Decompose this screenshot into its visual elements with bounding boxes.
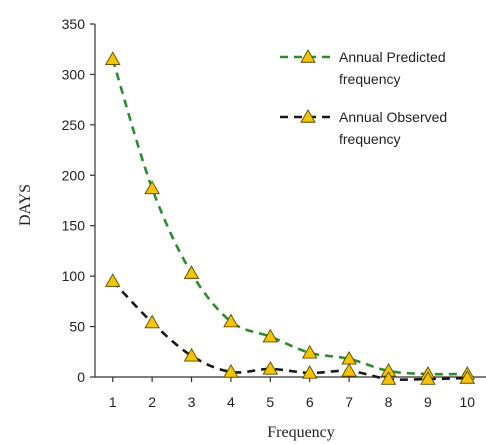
x-tick-label: 5 [266,394,274,410]
x-tick-label: 1 [109,394,117,410]
data-point-marker [301,365,318,379]
legend-label: frequency [339,71,400,87]
y-tick-label: 50 [69,319,85,335]
series-line [111,280,468,381]
legend-label: Annual Observed [339,109,447,125]
data-point-marker [223,364,239,378]
data-point-marker [459,370,476,384]
data-point-marker [301,344,318,359]
y-tick-label: 250 [62,117,86,133]
y-tick-label: 0 [77,369,85,385]
legend-marker [300,49,316,63]
data-point-marker [183,265,200,279]
data-point-marker [341,363,357,377]
series-1 [104,51,476,380]
legend-label: frequency [339,131,400,147]
x-tick-label: 4 [227,394,235,410]
x-ticks: 1 2 3 4 5 6 7 8 9 10 [109,377,475,410]
data-point-marker [420,371,436,385]
x-tick-label: 10 [460,394,476,410]
legend-label: Annual Predicted [339,49,446,65]
data-point-marker [380,371,397,385]
y-tick-label: 200 [62,167,86,183]
x-axis-title: Frequency [267,424,335,441]
series-2 [104,273,476,385]
legend-item: Annual Predicted frequency [280,49,446,87]
data-point-marker [144,180,160,195]
data-point-marker [183,347,200,362]
series-line [111,58,468,376]
legend-item: Annual Observed frequency [280,109,447,147]
x-tick-label: 8 [385,394,393,410]
x-tick-label: 7 [345,394,353,410]
x-tick-label: 2 [148,394,156,410]
data-point-marker [262,328,279,343]
series-layer [104,51,476,385]
y-tick-label: 350 [62,16,86,32]
y-axis-title: DAYS [17,184,34,226]
data-point-marker [223,313,239,328]
x-tick-label: 3 [188,394,196,410]
data-point-marker [104,51,121,66]
data-point-marker [144,314,160,329]
data-point-marker [104,273,121,287]
y-tick-label: 300 [62,66,86,82]
x-tick-label: 9 [424,394,432,410]
data-point-marker [262,361,279,375]
y-ticks: 0 50 100 150 200 250 300 350 [62,16,95,385]
y-tick-label: 100 [62,268,86,284]
y-tick-label: 150 [62,218,86,234]
x-tick-label: 6 [306,394,314,410]
legend-marker [300,109,316,123]
